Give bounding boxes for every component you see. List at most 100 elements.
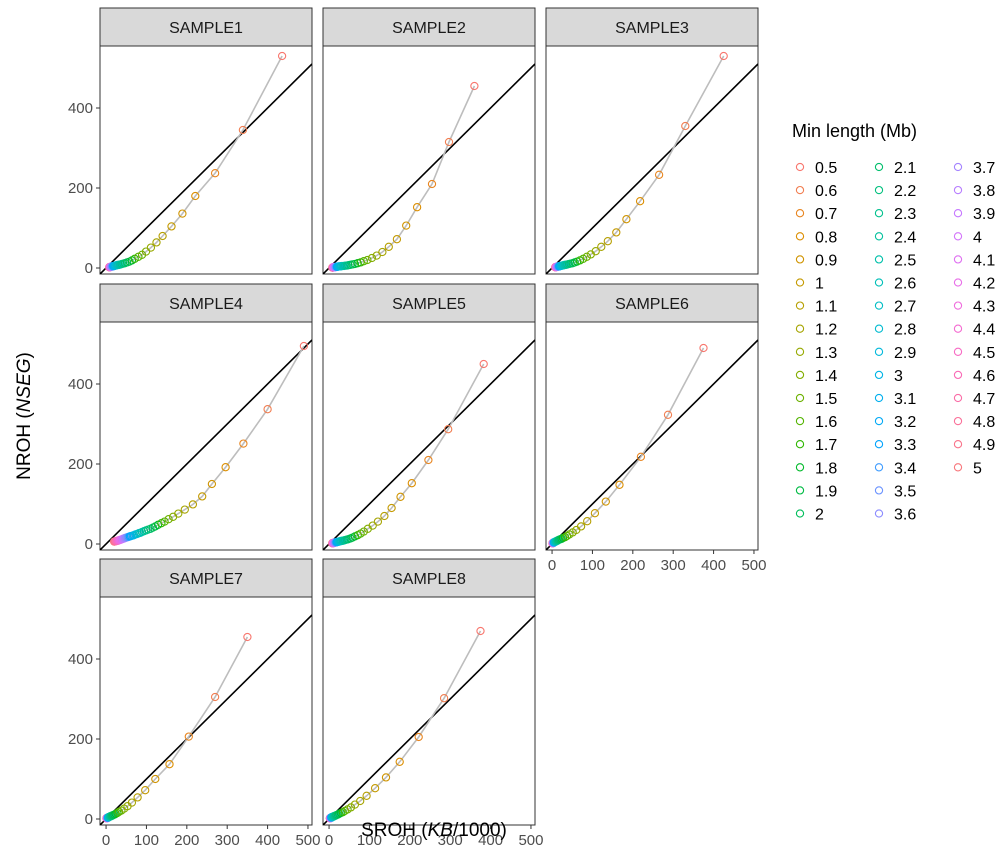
legend-key [874, 370, 884, 380]
data-point [191, 191, 200, 201]
legend-key [953, 416, 963, 426]
legend-item: 2.5 [874, 252, 916, 269]
legend-key [874, 486, 884, 495]
legend-key [795, 209, 805, 218]
y-axis-title-italic: NSEG [14, 358, 35, 412]
data-point [380, 511, 389, 521]
legend-label: 4.2 [973, 276, 995, 293]
data-point [603, 237, 612, 246]
legend: Min length (Mb) 0.5 0.6 0.7 0.8 0.9 1 1.1 1.2 1.3… [792, 121, 995, 524]
data-point [378, 247, 387, 257]
data-point [444, 137, 454, 147]
data-point [368, 521, 377, 530]
legend-key [795, 416, 805, 426]
legend-item: 0.5 [795, 160, 837, 177]
data-point [583, 517, 592, 526]
data-point [277, 51, 287, 61]
x-axis-title: SROH (KB/1000) [361, 820, 507, 841]
legend-key [795, 486, 805, 495]
legend-label: 1.2 [815, 322, 837, 339]
legend-label: 2.7 [894, 299, 916, 316]
data-point [590, 509, 600, 518]
data-point [113, 808, 122, 818]
data-point [338, 808, 347, 817]
data-point [597, 242, 606, 251]
legend-item: 5 [953, 460, 982, 477]
data-point [372, 251, 381, 260]
data-point [188, 500, 198, 509]
panel-plot-area [100, 339, 312, 550]
legend-key [874, 347, 884, 356]
data-point [476, 626, 485, 636]
legend-key [874, 509, 884, 518]
panel-sample6: SAMPLE6 0 100 200 300 400 500 [545, 283, 766, 574]
data-point [174, 509, 183, 518]
data-point [387, 503, 396, 513]
data-point [263, 405, 272, 414]
data-point [439, 694, 449, 703]
y-tick-label: 200 [68, 456, 93, 473]
legend-label: 2.9 [894, 345, 916, 362]
x-tick-label: 100 [580, 557, 605, 574]
legend-key [874, 185, 884, 195]
legend-key [953, 347, 963, 356]
data-point [243, 632, 252, 642]
legend-label: 4.9 [973, 437, 995, 454]
legend-key [795, 440, 805, 449]
legend-label: 2.1 [894, 160, 916, 177]
data-point [198, 492, 207, 501]
strip-box [99, 7, 313, 47]
panel-sample7: SAMPLE7 0 200 400 0 100 200 300 400 500 [68, 558, 320, 849]
data-point [654, 170, 664, 179]
legend-label: 3.3 [894, 437, 916, 454]
data-point [167, 222, 176, 231]
legend-label: 0.5 [815, 160, 837, 177]
legend-label: 1.4 [815, 368, 837, 385]
legend-label: 2.2 [894, 183, 916, 200]
legend-item: 2.9 [874, 345, 916, 362]
legend-item: 3.3 [874, 437, 916, 454]
legend-label: 1.1 [815, 299, 837, 316]
data-point [612, 228, 621, 237]
y-tick-label: 200 [68, 180, 93, 197]
y-tick-label: 0 [85, 811, 93, 828]
legend-key [795, 370, 805, 380]
data-point [221, 463, 230, 472]
data-point [373, 517, 383, 526]
legend-label: 3.4 [894, 460, 916, 477]
data-point [412, 203, 422, 212]
reference-line [100, 339, 312, 550]
legend-key [953, 324, 963, 333]
strip-label: SAMPLE8 [392, 571, 466, 588]
legend-key [953, 255, 963, 264]
legend-label: 0.6 [815, 183, 837, 200]
legend-label: 2.5 [894, 252, 916, 269]
x-tick-label: 200 [174, 832, 199, 849]
data-point [479, 359, 488, 369]
legend-label: 1.9 [815, 483, 837, 500]
legend-item: 3.7 [953, 160, 995, 177]
legend-label: 4.8 [973, 414, 995, 431]
legend-label: 3.7 [973, 160, 995, 177]
data-point [180, 505, 189, 514]
legend-key [953, 393, 963, 403]
data-point [207, 479, 217, 489]
data-point [622, 215, 631, 224]
panel-border [545, 321, 759, 551]
x-axis-title-main: SROH ( [361, 820, 428, 841]
data-point [444, 425, 453, 434]
reference-line [100, 614, 312, 825]
data-point [615, 480, 624, 489]
data-point [424, 455, 433, 465]
legend-item: 2.7 [874, 299, 916, 316]
data-point [384, 242, 393, 251]
data-point [699, 343, 708, 353]
panel-border [99, 45, 313, 275]
strip-box [99, 558, 313, 598]
strip-box [322, 7, 536, 47]
legend-label: 0.9 [815, 252, 837, 269]
legend-item: 3.4 [874, 460, 916, 477]
x-tick-label: 400 [255, 832, 280, 849]
y-axis-title: NROH (NSEG) [14, 352, 35, 480]
legend-key [953, 440, 963, 449]
